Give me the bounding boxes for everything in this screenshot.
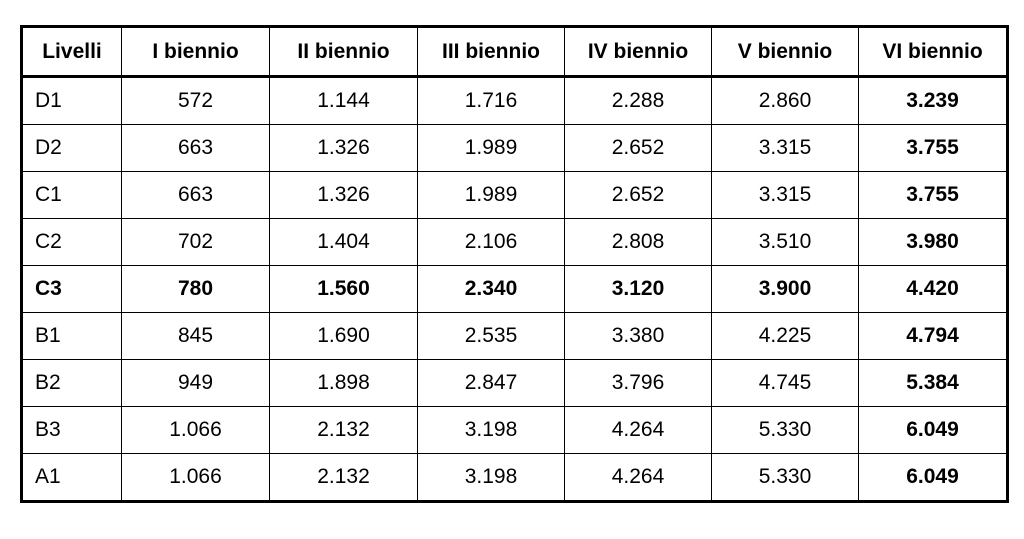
value-cell: 3.755: [858, 171, 1008, 219]
value-cell: 3.755: [858, 124, 1008, 172]
value-cell: 2.106: [417, 218, 565, 266]
value-cell: 702: [121, 218, 270, 266]
table-row: A1 1.066 2.132 3.198 4.264 5.330 6.049: [21, 453, 1008, 502]
value-cell: 1.989: [417, 171, 565, 219]
table-body: D1 572 1.144 1.716 2.288 2.860 3.239 D2 663 1.326…: [21, 76, 1008, 502]
level-cell: C3: [21, 265, 122, 313]
value-cell: 663: [121, 171, 270, 219]
value-cell: 3.120: [564, 265, 712, 313]
value-cell: 5.330: [711, 406, 859, 454]
value-cell: 663: [121, 124, 270, 172]
value-cell: 3.315: [711, 124, 859, 172]
value-cell: 1.066: [121, 406, 270, 454]
value-cell: 1.326: [269, 171, 418, 219]
value-cell: 4.264: [564, 453, 712, 502]
value-cell: 2.340: [417, 265, 565, 313]
table-row: B3 1.066 2.132 3.198 4.264 5.330 6.049: [21, 406, 1008, 454]
value-cell: 2.535: [417, 312, 565, 360]
value-cell: 845: [121, 312, 270, 360]
value-cell: 4.225: [711, 312, 859, 360]
value-cell: 3.796: [564, 359, 712, 407]
value-cell: 6.049: [858, 406, 1008, 454]
value-cell: 3.239: [858, 76, 1008, 125]
value-cell: 6.049: [858, 453, 1008, 502]
header-cell: II biennio: [269, 26, 418, 78]
value-cell: 1.560: [269, 265, 418, 313]
value-cell: 949: [121, 359, 270, 407]
value-cell: 2.132: [269, 406, 418, 454]
value-cell: 780: [121, 265, 270, 313]
value-cell: 1.690: [269, 312, 418, 360]
value-cell: 1.716: [417, 76, 565, 125]
level-cell: D2: [21, 124, 122, 172]
level-cell: B1: [21, 312, 122, 360]
value-cell: 2.860: [711, 76, 859, 125]
value-cell: 3.900: [711, 265, 859, 313]
header-row: Livelli I biennio II biennio III biennio IV …: [21, 26, 1008, 78]
value-cell: 3.315: [711, 171, 859, 219]
value-cell: 4.794: [858, 312, 1008, 360]
value-cell: 4.264: [564, 406, 712, 454]
value-cell: 3.380: [564, 312, 712, 360]
header-cell: V biennio: [711, 26, 859, 78]
value-cell: 2.652: [564, 171, 712, 219]
value-cell: 4.420: [858, 265, 1008, 313]
table-row: D1 572 1.144 1.716 2.288 2.860 3.239: [21, 76, 1008, 125]
value-cell: 3.198: [417, 453, 565, 502]
value-cell: 1.989: [417, 124, 565, 172]
table-row: C2 702 1.404 2.106 2.808 3.510 3.980: [21, 218, 1008, 266]
table-row: D2 663 1.326 1.989 2.652 3.315 3.755: [21, 124, 1008, 172]
value-cell: 5.384: [858, 359, 1008, 407]
level-cell: A1: [21, 453, 122, 502]
value-cell: 572: [121, 76, 270, 125]
level-cell: B2: [21, 359, 122, 407]
value-cell: 3.510: [711, 218, 859, 266]
header-cell: Livelli: [21, 26, 122, 78]
header-cell: VI biennio: [858, 26, 1008, 78]
value-cell: 2.808: [564, 218, 712, 266]
level-cell: D1: [21, 76, 122, 125]
salary-table: Livelli I biennio II biennio III biennio IV …: [20, 25, 1009, 503]
value-cell: 3.198: [417, 406, 565, 454]
value-cell: 2.288: [564, 76, 712, 125]
value-cell: 1.404: [269, 218, 418, 266]
value-cell: 1.898: [269, 359, 418, 407]
table-row: C1 663 1.326 1.989 2.652 3.315 3.755: [21, 171, 1008, 219]
value-cell: 4.745: [711, 359, 859, 407]
header-cell: III biennio: [417, 26, 565, 78]
level-cell: C2: [21, 218, 122, 266]
value-cell: 2.652: [564, 124, 712, 172]
value-cell: 1.326: [269, 124, 418, 172]
value-cell: 3.980: [858, 218, 1008, 266]
level-cell: C1: [21, 171, 122, 219]
value-cell: 5.330: [711, 453, 859, 502]
table-row: C3 780 1.560 2.340 3.120 3.900 4.420: [21, 265, 1008, 313]
value-cell: 1.066: [121, 453, 270, 502]
value-cell: 1.144: [269, 76, 418, 125]
table-row: B2 949 1.898 2.847 3.796 4.745 5.384: [21, 359, 1008, 407]
header-cell: I biennio: [121, 26, 270, 78]
value-cell: 2.132: [269, 453, 418, 502]
value-cell: 2.847: [417, 359, 565, 407]
level-cell: B3: [21, 406, 122, 454]
table-row: B1 845 1.690 2.535 3.380 4.225 4.794: [21, 312, 1008, 360]
header-cell: IV biennio: [564, 26, 712, 78]
